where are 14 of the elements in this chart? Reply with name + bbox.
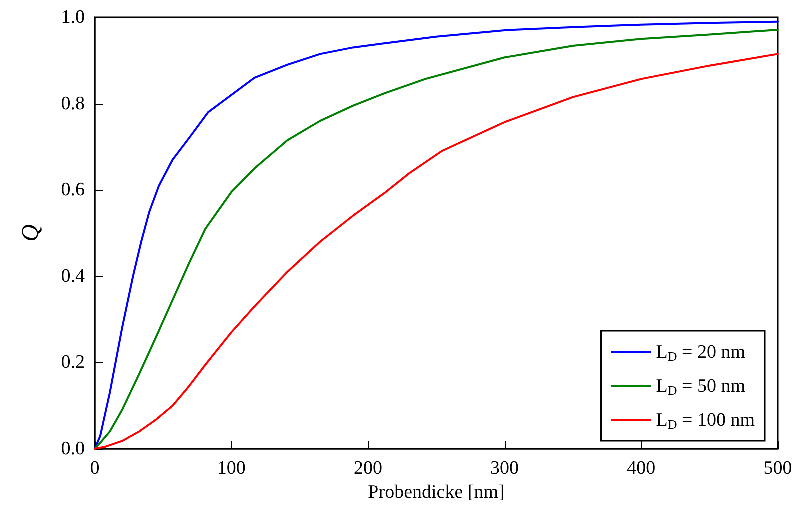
y-tick-label: 0.8 xyxy=(61,93,85,114)
y-tick-label: 1.0 xyxy=(61,7,85,28)
x-tick-label: 300 xyxy=(490,458,520,479)
x-tick-label: 400 xyxy=(627,458,656,479)
x-tick-label: 500 xyxy=(764,458,792,479)
y-tick-label: 0.6 xyxy=(61,180,85,201)
x-tick-label: 100 xyxy=(217,458,246,479)
x-tick-label: 0 xyxy=(90,458,100,479)
y-tick-label: 0.4 xyxy=(61,266,86,287)
x-axis-title: Probendicke [nm] xyxy=(368,482,505,503)
x-tick-label: 200 xyxy=(354,458,382,479)
y-tick-label: 0.0 xyxy=(61,438,85,460)
y-axis-title: Q xyxy=(18,224,44,242)
y-tick-label: 0.2 xyxy=(61,352,85,374)
